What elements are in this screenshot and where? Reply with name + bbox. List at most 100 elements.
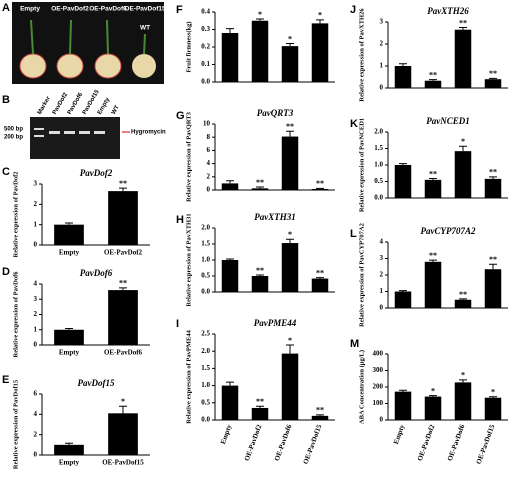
error-bar xyxy=(459,145,467,152)
y-tick-label: 4 xyxy=(34,410,38,418)
y-tick-label: 0.5 xyxy=(201,272,210,280)
significance: * xyxy=(491,388,495,397)
y-tick-label: 4 xyxy=(207,159,211,167)
y-tick-label: 300 xyxy=(373,366,384,374)
bar xyxy=(454,29,472,88)
bar xyxy=(54,329,84,345)
bar xyxy=(484,269,502,308)
y-tick-label: 0 xyxy=(380,416,384,424)
significance: ** xyxy=(459,18,467,27)
bar xyxy=(311,23,329,82)
significance: ** xyxy=(256,266,264,275)
significance: ** xyxy=(459,290,467,299)
error-bar xyxy=(399,389,407,392)
y-tick-label: 2.0 xyxy=(201,224,210,232)
y-tick-label: 100 xyxy=(373,399,384,407)
x-tick-label: OE-PavDof15 xyxy=(102,459,144,467)
significance: ** xyxy=(489,168,497,177)
error-bar xyxy=(65,328,73,330)
y-tick-label: 0.0 xyxy=(374,194,383,202)
significance: * xyxy=(318,11,322,20)
error-bar xyxy=(226,381,234,386)
error-bar xyxy=(256,18,264,21)
photo-label: OE-PavDof2 xyxy=(51,6,89,13)
y-tick-label: 200 xyxy=(373,383,384,391)
significance: ** xyxy=(489,69,497,78)
y-tick-label: 0.3 xyxy=(201,25,210,33)
y-tick-label: 6 xyxy=(34,390,38,398)
x-tick-label: OE-PavDof6 xyxy=(446,423,467,462)
bar xyxy=(311,189,329,190)
panel-letter: D xyxy=(2,266,10,278)
significance: * xyxy=(461,137,465,146)
y-axis-label: Relative expression of PavPME44 xyxy=(185,329,192,423)
y-tick-label: 0.4 xyxy=(201,8,210,16)
significance: ** xyxy=(119,279,127,288)
x-tick-label: Empty xyxy=(59,249,80,257)
panel-letter: I xyxy=(176,318,179,330)
chart-title: PavDof15 xyxy=(78,378,115,388)
chart-title: PavCYP707A2 xyxy=(421,226,476,236)
significance: ** xyxy=(429,70,437,79)
fruits xyxy=(19,53,156,79)
error-bar xyxy=(316,277,324,279)
y-tick-label: 3 xyxy=(380,254,384,262)
y-axis-label: Relative expression of PavDof15 xyxy=(12,379,19,469)
panel-letter: J xyxy=(350,4,356,16)
error-bar xyxy=(459,27,467,30)
significance: * xyxy=(258,10,262,19)
error-bar xyxy=(429,259,437,262)
bar xyxy=(484,397,502,420)
panel-letter: A xyxy=(2,2,10,14)
error-bar xyxy=(316,414,324,416)
bar xyxy=(221,33,239,82)
chart-title: PavQRT3 xyxy=(257,108,294,118)
error-bar xyxy=(119,187,127,192)
error-bar xyxy=(316,19,324,24)
bar xyxy=(221,183,239,190)
bar xyxy=(311,415,329,420)
x-tick-label: Empty xyxy=(59,349,80,357)
y-tick-label: 1 xyxy=(34,325,38,333)
stems xyxy=(30,19,146,55)
significance: ** xyxy=(256,397,264,406)
lane-label: WT xyxy=(111,104,121,115)
y-tick-label: 1 xyxy=(380,62,384,70)
bar xyxy=(281,353,299,420)
panel-letter: F xyxy=(176,4,183,16)
error-bar xyxy=(256,405,264,408)
y-tick-label: 2 xyxy=(34,200,38,208)
bar xyxy=(454,382,472,420)
error-bar xyxy=(399,163,407,165)
x-tick-label: OE-PavDof6 xyxy=(273,423,294,462)
y-tick-label: 0.5 xyxy=(201,398,210,406)
bar xyxy=(394,165,412,198)
error-bar xyxy=(429,178,437,180)
y-tick-label: 1.5 xyxy=(374,144,383,152)
y-tick-label: 1.5 xyxy=(201,240,210,248)
significance: * xyxy=(288,34,292,43)
y-tick-label: 1.0 xyxy=(201,256,210,264)
significance: ** xyxy=(316,406,324,415)
error-bar xyxy=(399,63,407,66)
significance: * xyxy=(288,336,292,345)
error-bar xyxy=(399,290,407,292)
error-bar xyxy=(256,274,264,276)
panel-letter: H xyxy=(176,214,184,226)
photo-label: Empty xyxy=(20,6,40,13)
error-bar xyxy=(286,344,294,354)
error-bar xyxy=(119,405,127,414)
bar xyxy=(251,276,269,292)
chart-title: PavNCED1 xyxy=(426,116,470,126)
y-tick-label: 1 xyxy=(34,220,38,228)
y-axis-label: Relative expression of PavXTH26 xyxy=(358,8,365,102)
chart-title: PavXTH26 xyxy=(427,6,469,16)
gel-background xyxy=(30,117,120,159)
error-bar xyxy=(119,287,127,291)
y-tick-label: 2 xyxy=(207,172,211,180)
photo-label: OE-PavDof15 xyxy=(124,6,166,13)
chart-title: PavPME44 xyxy=(254,318,297,328)
y-tick-label: 2.0 xyxy=(374,128,383,136)
bar xyxy=(311,278,329,292)
y-tick-label: 0.5 xyxy=(374,177,383,185)
